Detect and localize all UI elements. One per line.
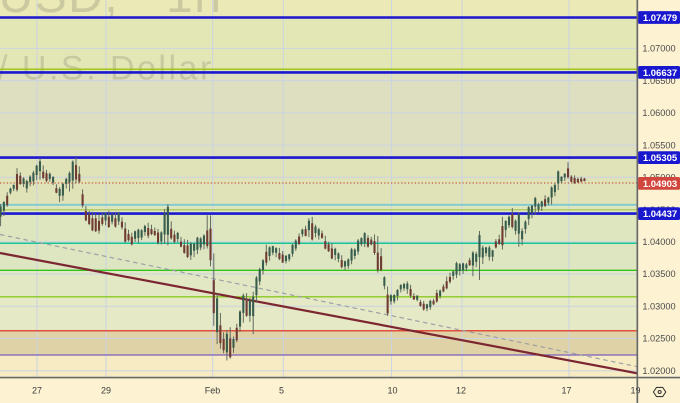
svg-text:1.02000: 1.02000 — [642, 366, 675, 376]
svg-text:1.05305: 1.05305 — [643, 153, 678, 164]
svg-text:1.03500: 1.03500 — [642, 269, 675, 279]
svg-text:10: 10 — [387, 386, 397, 396]
svg-text:1.03000: 1.03000 — [642, 302, 675, 312]
svg-text:27: 27 — [32, 386, 42, 396]
svg-text:1.04903: 1.04903 — [643, 179, 677, 190]
svg-text:1.06000: 1.06000 — [642, 108, 675, 118]
svg-text:29: 29 — [101, 386, 111, 396]
svg-text:19: 19 — [630, 386, 640, 396]
svg-text:1.05500: 1.05500 — [642, 140, 675, 150]
svg-text:1.06500: 1.06500 — [642, 76, 675, 86]
svg-text:5: 5 — [279, 386, 284, 396]
svg-text:12: 12 — [456, 386, 466, 396]
svg-text:1.04437: 1.04437 — [643, 209, 677, 220]
svg-text:1.06637: 1.06637 — [643, 68, 677, 79]
svg-text:Feb: Feb — [205, 386, 221, 396]
svg-text:1h: 1h — [166, 0, 222, 23]
svg-text:1.07479: 1.07479 — [643, 13, 677, 24]
svg-text:1.02500: 1.02500 — [642, 334, 675, 344]
svg-text:1.07000: 1.07000 — [642, 44, 675, 54]
svg-text:17: 17 — [561, 386, 571, 396]
svg-text:USD,: USD, — [0, 0, 119, 23]
svg-text:1.04000: 1.04000 — [642, 237, 675, 247]
